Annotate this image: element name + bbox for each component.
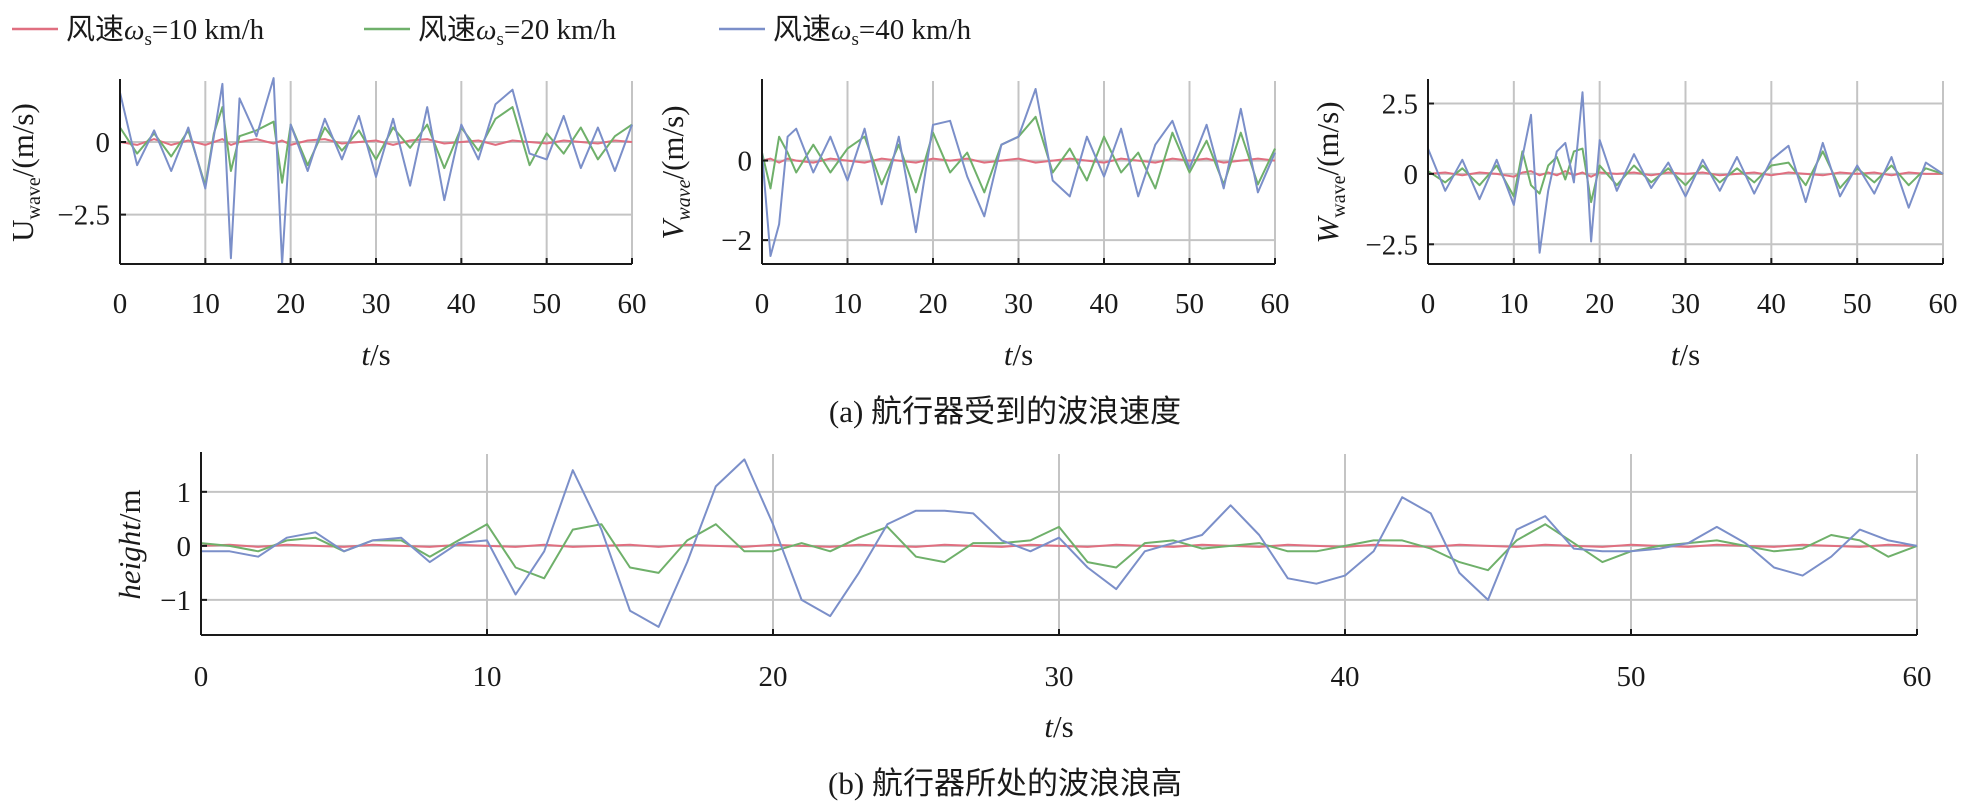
x-tick-label: 10 [473, 661, 502, 693]
u-wave-velocity-plot: 0 10 20 30 40 50 60 0 −2.5 t/s Uwave/(m/s) [5, 77, 647, 372]
y-tick-label: 0 [738, 146, 753, 178]
legend-entry-40kmh: 风速ωs=40 km/h [719, 14, 972, 50]
legend-symbol: ω [124, 14, 144, 46]
x-tick-label: 30 [362, 288, 391, 320]
y-axis-label-unit: /(m/s) [1310, 101, 1345, 175]
caption-a: (a) 航行器受到的波浪速度 [829, 394, 1181, 429]
x-tick-label: 20 [759, 661, 788, 693]
x-tick-label: 10 [1499, 288, 1528, 320]
y-axis-label-unit: /(m/s) [5, 103, 40, 177]
x-axis-label-symbol: t [1004, 337, 1014, 372]
series-line-1 [200, 543, 1918, 548]
series-line-3 [761, 88, 1276, 257]
legend-value: =20 km/h [504, 14, 617, 46]
y-axis-label-unit: /(m/s) [655, 105, 690, 179]
x-tick-label: 0 [755, 288, 770, 320]
legend-symbol: ω [476, 14, 496, 46]
y-tick-label: −2.5 [57, 200, 110, 232]
series-line-3 [119, 77, 633, 265]
x-tick-label: 30 [1004, 288, 1033, 320]
x-tick-label: 40 [1331, 661, 1360, 693]
legend-prefix: 风速 [66, 14, 124, 46]
x-tick-label: 10 [191, 288, 220, 320]
svg-text:风速ωs=10 km/h: 风速ωs=10 km/h [66, 14, 265, 50]
y-axis-label-symbol: V [655, 218, 690, 240]
y-tick-label: 0 [177, 531, 192, 563]
x-tick-label: 0 [1421, 288, 1436, 320]
legend-prefix: 风速 [773, 14, 831, 46]
y-axis-label-unit: /m [112, 489, 147, 522]
x-axis-label-symbol: t [361, 337, 371, 372]
y-tick-label: −2 [721, 225, 752, 257]
y-axis-label-subscript: wave [673, 179, 695, 220]
y-axis-label-subscript: wave [1328, 175, 1350, 217]
y-axis-label-symbol: height [112, 521, 147, 600]
svg-text:风速ωs=20 km/h: 风速ωs=20 km/h [418, 14, 617, 50]
x-axis-label-unit: /s [1053, 709, 1074, 744]
y-axis-label-symbol: U [5, 219, 40, 241]
y-axis-label: height/m [112, 489, 147, 599]
x-tick-label: 50 [1843, 288, 1872, 320]
legend-value: =10 km/h [152, 14, 265, 46]
x-axis-label: t/s [1004, 337, 1033, 372]
x-tick-label: 60 [618, 288, 647, 320]
y-axis-label: Uwave/(m/s) [5, 103, 45, 242]
x-tick-label: 30 [1671, 288, 1700, 320]
x-tick-label: 60 [1261, 288, 1290, 320]
x-axis-label: t/s [1671, 337, 1700, 372]
y-tick-label: 1 [177, 477, 192, 509]
caption-b: (b) 航行器所处的波浪浪高 [828, 766, 1182, 801]
y-tick-label: −1 [160, 585, 191, 617]
x-tick-label: 20 [1585, 288, 1614, 320]
x-tick-label: 60 [1929, 288, 1958, 320]
legend-subscript: s [497, 29, 504, 50]
x-tick-label: 50 [532, 288, 561, 320]
legend-entry-20kmh: 风速ωs=20 km/h [364, 14, 617, 50]
y-tick-label: 0 [96, 127, 111, 159]
series-line-2 [1427, 147, 1944, 204]
series-line-3 [201, 458, 1918, 628]
legend-value: =40 km/h [859, 14, 972, 46]
svg-text:风速ωs=40 km/h: 风速ωs=40 km/h [773, 14, 972, 50]
y-tick-label: 2.5 [1382, 89, 1418, 121]
series-line-3 [1427, 91, 1944, 254]
y-axis-label: Wwave/(m/s) [1310, 101, 1350, 243]
x-axis-label-unit: /s [370, 337, 391, 372]
legend-subscript: s [145, 29, 152, 50]
x-tick-label: 0 [194, 661, 209, 693]
x-axis-label-symbol: t [1044, 709, 1054, 744]
x-tick-label: 50 [1175, 288, 1204, 320]
x-tick-label: 60 [1903, 661, 1932, 693]
y-axis-label-symbol: W [1310, 215, 1345, 244]
y-tick-label: 0 [1404, 159, 1419, 191]
x-axis-label-unit: /s [1679, 337, 1700, 372]
x-axis-label: t/s [361, 337, 390, 372]
legend-prefix: 风速 [418, 14, 476, 46]
legend-entry-10kmh: 风速ωs=10 km/h [12, 14, 265, 50]
y-axis-label: Vwave/(m/s) [655, 105, 695, 239]
y-tick-label: −2.5 [1365, 229, 1418, 261]
x-tick-label: 50 [1617, 661, 1646, 693]
x-axis-label-symbol: t [1671, 337, 1681, 372]
legend-subscript: s [852, 29, 859, 50]
x-tick-label: 10 [833, 288, 862, 320]
x-tick-label: 40 [1757, 288, 1786, 320]
x-tick-label: 30 [1045, 661, 1074, 693]
legend: 风速ωs=10 km/h 风速ωs=20 km/h 风速ωs=40 km/h [12, 14, 972, 50]
legend-symbol: ω [831, 14, 851, 46]
x-axis-label: t/s [1044, 709, 1073, 744]
x-axis-label-unit: /s [1012, 337, 1033, 372]
y-axis-label-subscript: wave [23, 177, 45, 219]
x-tick-label: 40 [1090, 288, 1119, 320]
x-tick-label: 40 [447, 288, 476, 320]
x-tick-label: 0 [113, 288, 128, 320]
x-tick-label: 20 [276, 288, 305, 320]
series-line-1 [119, 138, 633, 146]
x-tick-label: 20 [919, 288, 948, 320]
